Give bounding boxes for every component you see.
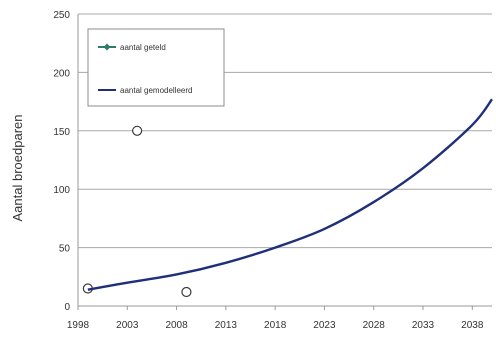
x-tick-label: 2018 xyxy=(264,320,287,331)
y-tick-label: 250 xyxy=(53,10,70,21)
legend-label: aantal geteld xyxy=(120,43,166,52)
x-tick-label: 2023 xyxy=(313,320,336,331)
legend-label: aantal gemodelleerd xyxy=(120,86,193,95)
series-line-modelled xyxy=(88,99,492,289)
legend: aantal geteld aantal gemodelleerd xyxy=(88,29,224,106)
y-tick-label: 100 xyxy=(53,185,70,196)
x-tick-label: 2008 xyxy=(165,320,188,331)
x-tick-label: 2028 xyxy=(363,320,386,331)
data-point-counted xyxy=(133,126,142,135)
data-point-counted xyxy=(182,287,191,296)
y-tick-labels: 0 50 100 150 200 250 xyxy=(53,10,70,313)
x-tick-labels: 1998 2003 2008 2013 2018 2023 2028 2033 2038 xyxy=(67,306,484,331)
y-axis-label: Aantal broedparen xyxy=(10,115,25,222)
y-tick-label: 150 xyxy=(53,127,70,138)
x-tick-label: 1998 xyxy=(67,320,90,331)
y-tick-label: 0 xyxy=(64,302,70,313)
x-tick-label: 2003 xyxy=(116,320,139,331)
y-tick-label: 50 xyxy=(59,244,71,255)
x-tick-label: 2038 xyxy=(461,320,484,331)
x-tick-label: 2033 xyxy=(412,320,435,331)
y-tick-label: 200 xyxy=(53,68,70,79)
x-tick-label: 2013 xyxy=(215,320,238,331)
series-layer xyxy=(83,99,492,296)
